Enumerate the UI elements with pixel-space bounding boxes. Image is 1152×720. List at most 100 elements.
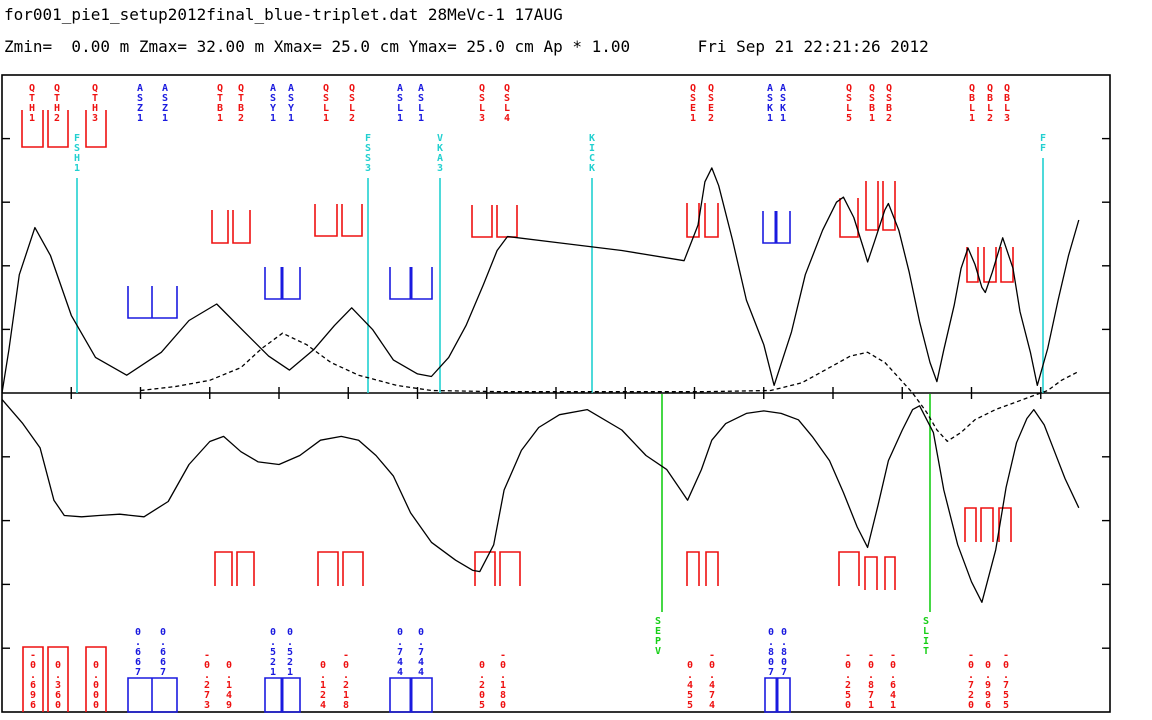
magnet-symbol-cup-up: [882, 181, 896, 231]
magnet-symbol-cup-down: [474, 551, 496, 586]
magnet-symbol-cup-up: [47, 110, 69, 148]
magnet-symbol-cup-down: [705, 551, 719, 586]
value-label-red: -0. 1 8 0: [500, 650, 506, 711]
magnet-symbol-cup-down: [317, 551, 339, 586]
magnet-symbol-cup-down: [980, 507, 994, 542]
value-label-red: -0. 7 5 5: [1003, 650, 1009, 711]
magnet-symbol-rect-pair: [764, 677, 791, 713]
magnet-symbol-cup-down: [236, 551, 255, 586]
magnet-symbol-cup-up: [314, 204, 338, 237]
plot-title: for001_pie1_setup2012final_blue-triplet.…: [4, 5, 563, 24]
magnet-symbol-cup-up: [341, 204, 363, 237]
magnet-symbol-cup-up: [686, 203, 700, 238]
magnet-symbol-cup-up: [21, 110, 44, 148]
magnet-symbol-cup-down: [964, 507, 977, 542]
magnet-symbol-cup-up: [211, 210, 229, 244]
value-label-red: -0. 6 4 1: [890, 650, 896, 711]
magnet-symbol-cup-up: [704, 203, 719, 238]
magnet-symbol-cup-down: [686, 551, 700, 586]
curve-x-envelope: [1, 167, 1080, 394]
magnet-symbol-bracket-down: [47, 646, 69, 712]
value-label-red: -0. 6 9 6: [30, 650, 36, 711]
value-label-red: -0. 4 7 4: [709, 650, 715, 711]
magnet-symbol-cup-down: [214, 551, 233, 586]
curve-dispersion: [140, 332, 1080, 442]
value-label-red: -0. 7 2 0: [968, 650, 974, 711]
magnet-symbol-cup-up: [85, 110, 107, 148]
magnet-symbol-rect-pair: [389, 677, 433, 713]
value-label-red: -0. 2 7 3: [204, 650, 210, 711]
magnet-symbol-cup-down: [838, 551, 860, 586]
magnet-symbol-cup-up: [966, 247, 979, 283]
curve-y-envelope: [1, 398, 1080, 603]
magnet-symbol-rect-pair: [127, 677, 178, 713]
magnet-symbol-bracket-down: [85, 646, 107, 712]
magnet-symbol-cup-up: [1000, 247, 1014, 283]
magnet-symbol-cup-up: [983, 247, 997, 283]
magnet-symbol-cup-up: [839, 198, 859, 238]
magnet-symbol-cup-up: [232, 210, 251, 244]
magnet-symbol-bracket-down: [22, 646, 44, 712]
magnet-symbol-cup-down: [998, 507, 1012, 542]
magnet-symbol-cup-up: [496, 205, 518, 238]
value-label-red: -0. 2 5 0: [845, 650, 851, 711]
axis-info-line: Zmin= 0.00 m Zmax= 32.00 m Xmax= 25.0 cm…: [4, 37, 929, 56]
value-label-red: -0. 8 7 1: [868, 650, 874, 711]
magnet-symbol-cup-down: [884, 556, 896, 590]
magnet-symbol-rect-pair: [264, 677, 301, 713]
magnet-symbol-cup-up: [471, 205, 493, 238]
value-label-red: -0. 2 1 8: [343, 650, 349, 711]
magnet-symbol-cup-down: [342, 551, 364, 586]
magnet-symbol-cup-up: [865, 181, 879, 231]
magnet-symbol-cup-down: [499, 551, 521, 586]
